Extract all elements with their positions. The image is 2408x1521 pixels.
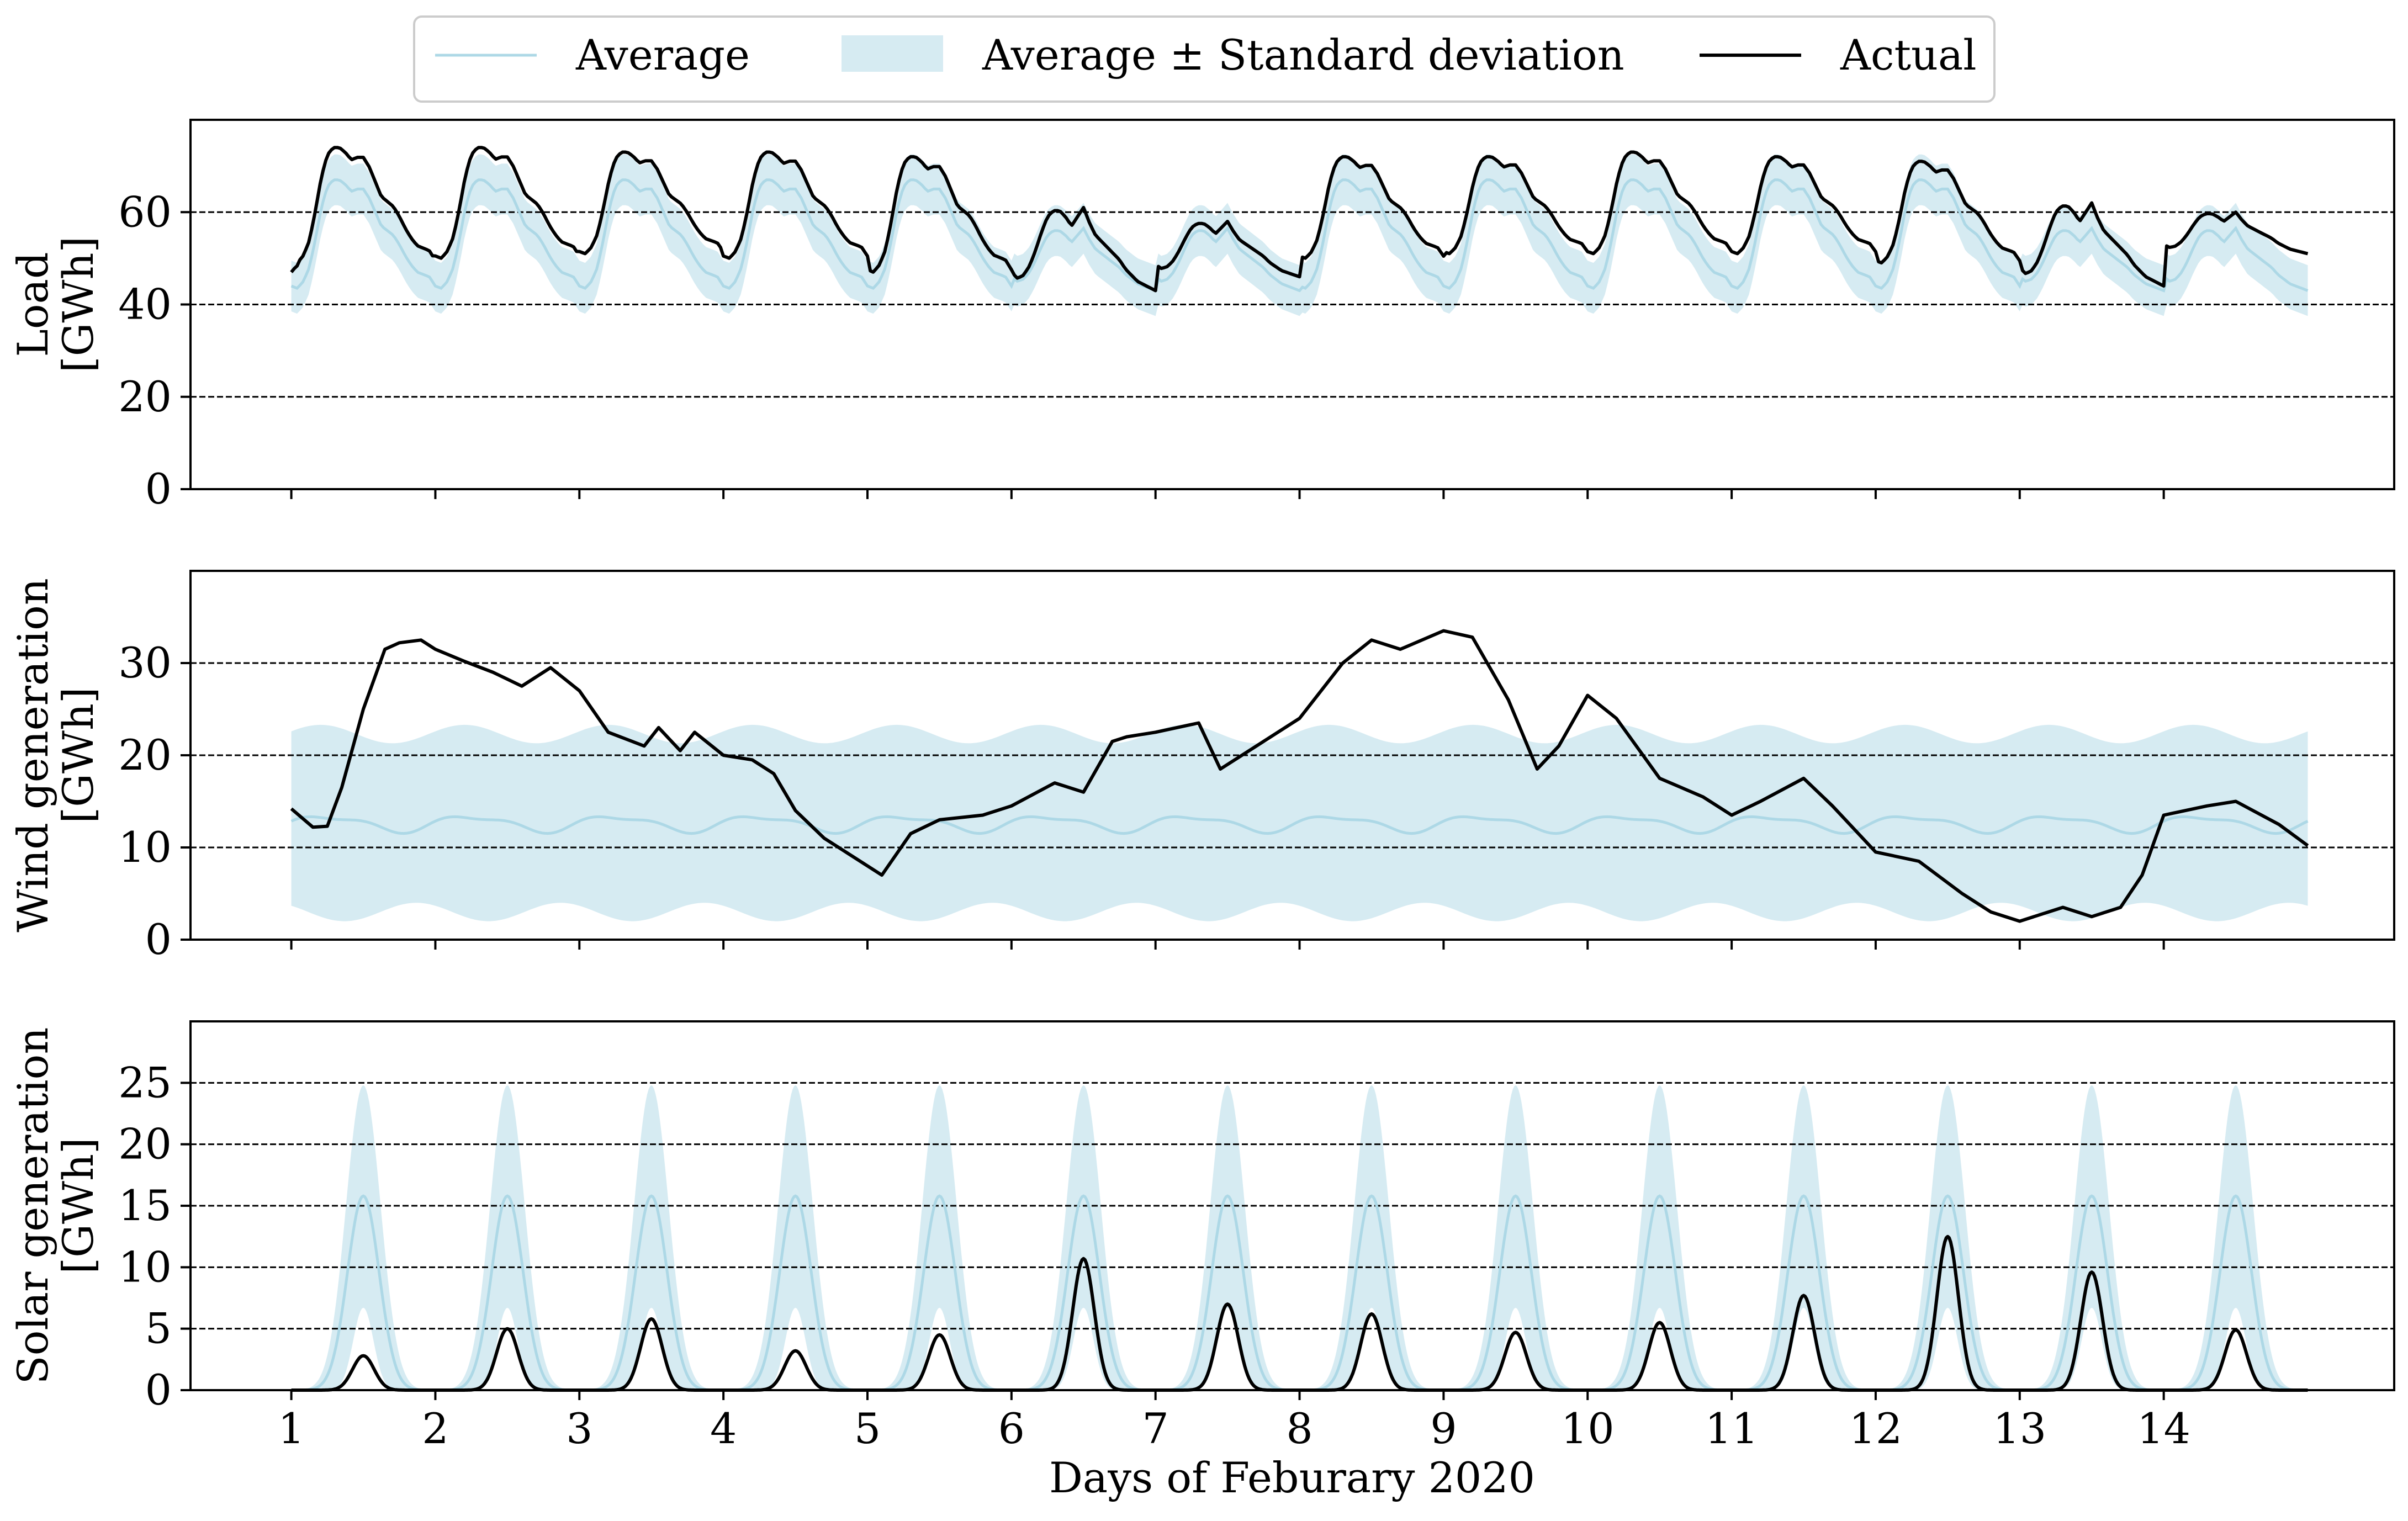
y-tick-label: 5 <box>145 1304 172 1353</box>
y-axis-label-line: Load <box>8 252 57 357</box>
y-tick-label: 10 <box>118 823 172 872</box>
x-tick-label: 1 <box>278 1404 304 1453</box>
y-tick-label: 0 <box>145 464 172 513</box>
average-series-line <box>291 1194 2308 1392</box>
y-axis-label-line: Wind generation <box>8 578 57 932</box>
actual-series-line <box>291 1234 2308 1392</box>
y-axis-label: Load[GWh] <box>8 236 103 373</box>
x-tick-label: 5 <box>854 1404 881 1453</box>
panel-1: 0 20 40 60 Load[GWh] <box>8 119 2395 513</box>
y-tick-label: 0 <box>145 915 172 964</box>
legend-frame <box>413 15 1996 103</box>
x-tick-label: 11 <box>1705 1404 1759 1453</box>
x-tick-label: 7 <box>1142 1404 1169 1453</box>
y-tick-label: 60 <box>118 187 172 236</box>
y-tick-label: 10 <box>118 1242 172 1291</box>
x-tick-label: 8 <box>1286 1404 1313 1453</box>
legend: Average Average ± Standard deviation Act… <box>413 15 1996 103</box>
y-tick-label: 20 <box>118 730 172 780</box>
panel-2: 0 10 20 30 Wind generation[GWh] <box>8 570 2395 964</box>
y-tick-label: 0 <box>145 1365 172 1414</box>
x-tick-label: 12 <box>1849 1404 1903 1453</box>
y-tick-label: 15 <box>118 1181 172 1230</box>
y-tick-label: 40 <box>118 280 172 329</box>
x-tick-label: 6 <box>998 1404 1025 1453</box>
y-tick-label: 25 <box>118 1058 172 1107</box>
x-tick-label: 9 <box>1430 1404 1457 1453</box>
x-tick-label: 2 <box>422 1404 448 1453</box>
y-axis-label-line: Solar generation <box>8 1027 57 1385</box>
y-axis-label: Solar generation[GWh] <box>8 1027 103 1385</box>
x-axis-label: Days of Feburary 2020 <box>1049 1453 1535 1502</box>
x-tick-label: 14 <box>2137 1404 2190 1453</box>
y-tick-label: 20 <box>118 372 172 421</box>
legend-band-label: Average ± Standard deviation <box>982 30 1624 80</box>
x-tick-label: 13 <box>1993 1404 2046 1453</box>
average-series-line <box>290 178 2309 293</box>
legend-band-swatch <box>842 35 943 72</box>
legend-actual-label: Actual <box>1840 30 1977 80</box>
x-tick-label: 4 <box>710 1404 737 1453</box>
x-tick-label: 3 <box>566 1404 592 1453</box>
y-tick-label: 30 <box>118 638 172 687</box>
average-series-line <box>290 815 2309 835</box>
legend-average-label: Average <box>575 30 750 80</box>
y-axis-label-line: [GWh] <box>54 1137 103 1274</box>
actual-series-line <box>290 146 2309 293</box>
std-band-series <box>291 1085 2308 1390</box>
std-band-series <box>291 154 2308 316</box>
x-tick-label: 10 <box>1561 1404 1615 1453</box>
actual-series-line <box>290 629 2309 923</box>
y-axis-label-line: [GWh] <box>54 236 103 373</box>
y-axis-label-line: [GWh] <box>54 687 103 823</box>
y-tick-label: 20 <box>118 1120 172 1169</box>
y-axis-label: Wind generation[GWh] <box>8 578 103 932</box>
std-band-series <box>291 724 2308 921</box>
